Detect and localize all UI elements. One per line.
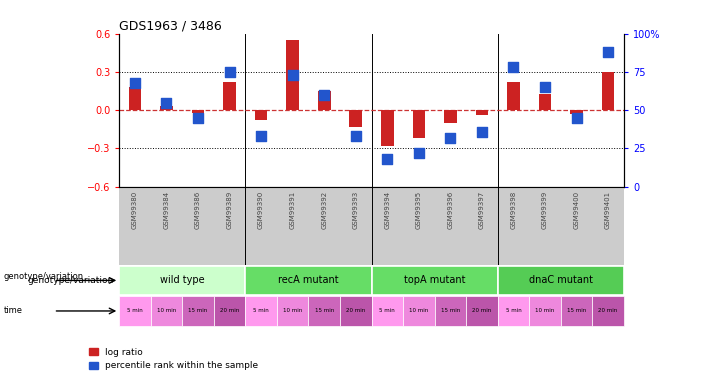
Point <box>192 115 204 121</box>
FancyBboxPatch shape <box>214 296 245 326</box>
Text: topA mutant: topA mutant <box>404 275 465 285</box>
FancyBboxPatch shape <box>466 296 498 326</box>
Text: 20 min: 20 min <box>599 309 618 314</box>
Bar <box>160 106 172 110</box>
Text: GSM99396: GSM99396 <box>447 190 454 229</box>
Text: GSM99392: GSM99392 <box>321 190 327 229</box>
FancyBboxPatch shape <box>151 296 182 326</box>
Text: GSM99389: GSM99389 <box>226 190 233 229</box>
Text: genotype/variation: genotype/variation <box>4 272 83 281</box>
Point <box>350 133 362 139</box>
FancyBboxPatch shape <box>561 296 592 326</box>
Text: 20 min: 20 min <box>346 309 365 314</box>
Text: 10 min: 10 min <box>536 309 554 314</box>
Point <box>602 49 614 55</box>
Text: recA mutant: recA mutant <box>278 275 339 285</box>
FancyBboxPatch shape <box>372 266 498 295</box>
Text: 5 min: 5 min <box>379 309 395 314</box>
Text: GSM99398: GSM99398 <box>510 190 517 229</box>
Text: 5 min: 5 min <box>505 309 522 314</box>
Point <box>224 69 236 75</box>
Text: 10 min: 10 min <box>157 309 176 314</box>
FancyBboxPatch shape <box>340 296 372 326</box>
Text: GSM99391: GSM99391 <box>290 190 296 229</box>
Bar <box>601 72 614 110</box>
Bar <box>571 110 583 114</box>
Point <box>129 80 140 86</box>
FancyBboxPatch shape <box>245 296 277 326</box>
Bar <box>349 110 362 127</box>
Text: 10 min: 10 min <box>409 309 428 314</box>
Bar <box>475 110 488 115</box>
FancyBboxPatch shape <box>592 296 624 326</box>
Point <box>539 84 550 90</box>
FancyBboxPatch shape <box>119 296 151 326</box>
Text: GSM99390: GSM99390 <box>258 190 264 229</box>
Point <box>508 64 519 70</box>
Bar <box>286 40 299 110</box>
Bar <box>444 110 457 123</box>
Bar <box>381 110 394 146</box>
Text: GSM99399: GSM99399 <box>542 190 548 229</box>
Point <box>413 150 424 156</box>
Bar <box>538 94 551 110</box>
FancyBboxPatch shape <box>182 296 214 326</box>
Bar <box>223 82 236 110</box>
Text: time: time <box>4 306 22 315</box>
Text: GSM99395: GSM99395 <box>416 190 422 229</box>
Bar <box>412 110 425 138</box>
FancyBboxPatch shape <box>403 296 435 326</box>
Text: dnaC mutant: dnaC mutant <box>529 275 593 285</box>
FancyBboxPatch shape <box>277 296 308 326</box>
Text: 5 min: 5 min <box>127 309 143 314</box>
FancyBboxPatch shape <box>119 266 245 295</box>
Text: 15 min: 15 min <box>189 309 207 314</box>
Text: 10 min: 10 min <box>283 309 302 314</box>
Text: 20 min: 20 min <box>220 309 239 314</box>
Point <box>161 99 172 105</box>
Text: wild type: wild type <box>160 275 205 285</box>
Bar <box>255 110 267 120</box>
Text: 15 min: 15 min <box>567 309 586 314</box>
Point <box>255 133 266 139</box>
Text: GSM99397: GSM99397 <box>479 190 485 229</box>
FancyBboxPatch shape <box>372 296 403 326</box>
Text: GSM99386: GSM99386 <box>195 190 201 229</box>
Text: 20 min: 20 min <box>472 309 491 314</box>
Point <box>381 156 393 162</box>
FancyBboxPatch shape <box>498 296 529 326</box>
Text: GSM99393: GSM99393 <box>353 190 359 229</box>
Point <box>444 135 456 141</box>
FancyBboxPatch shape <box>529 296 561 326</box>
Bar <box>129 87 141 110</box>
Bar <box>318 91 331 110</box>
Text: GSM99400: GSM99400 <box>573 190 580 229</box>
Text: 15 min: 15 min <box>441 309 460 314</box>
Point <box>571 115 582 121</box>
FancyBboxPatch shape <box>308 296 340 326</box>
Text: 5 min: 5 min <box>253 309 269 314</box>
FancyBboxPatch shape <box>245 266 372 295</box>
Text: 15 min: 15 min <box>315 309 334 314</box>
Text: GSM99380: GSM99380 <box>132 190 138 229</box>
Point <box>287 72 299 78</box>
Bar <box>192 110 205 113</box>
Text: GSM99394: GSM99394 <box>384 190 390 229</box>
Bar <box>508 82 520 110</box>
Point <box>318 92 329 98</box>
Point <box>477 129 488 135</box>
Text: GDS1963 / 3486: GDS1963 / 3486 <box>119 20 222 33</box>
FancyBboxPatch shape <box>498 266 624 295</box>
Text: GSM99384: GSM99384 <box>163 190 170 229</box>
Legend: log ratio, percentile rank within the sample: log ratio, percentile rank within the sa… <box>88 348 258 370</box>
Text: GSM99401: GSM99401 <box>605 190 611 229</box>
Text: genotype/variation: genotype/variation <box>28 276 114 285</box>
FancyBboxPatch shape <box>435 296 466 326</box>
